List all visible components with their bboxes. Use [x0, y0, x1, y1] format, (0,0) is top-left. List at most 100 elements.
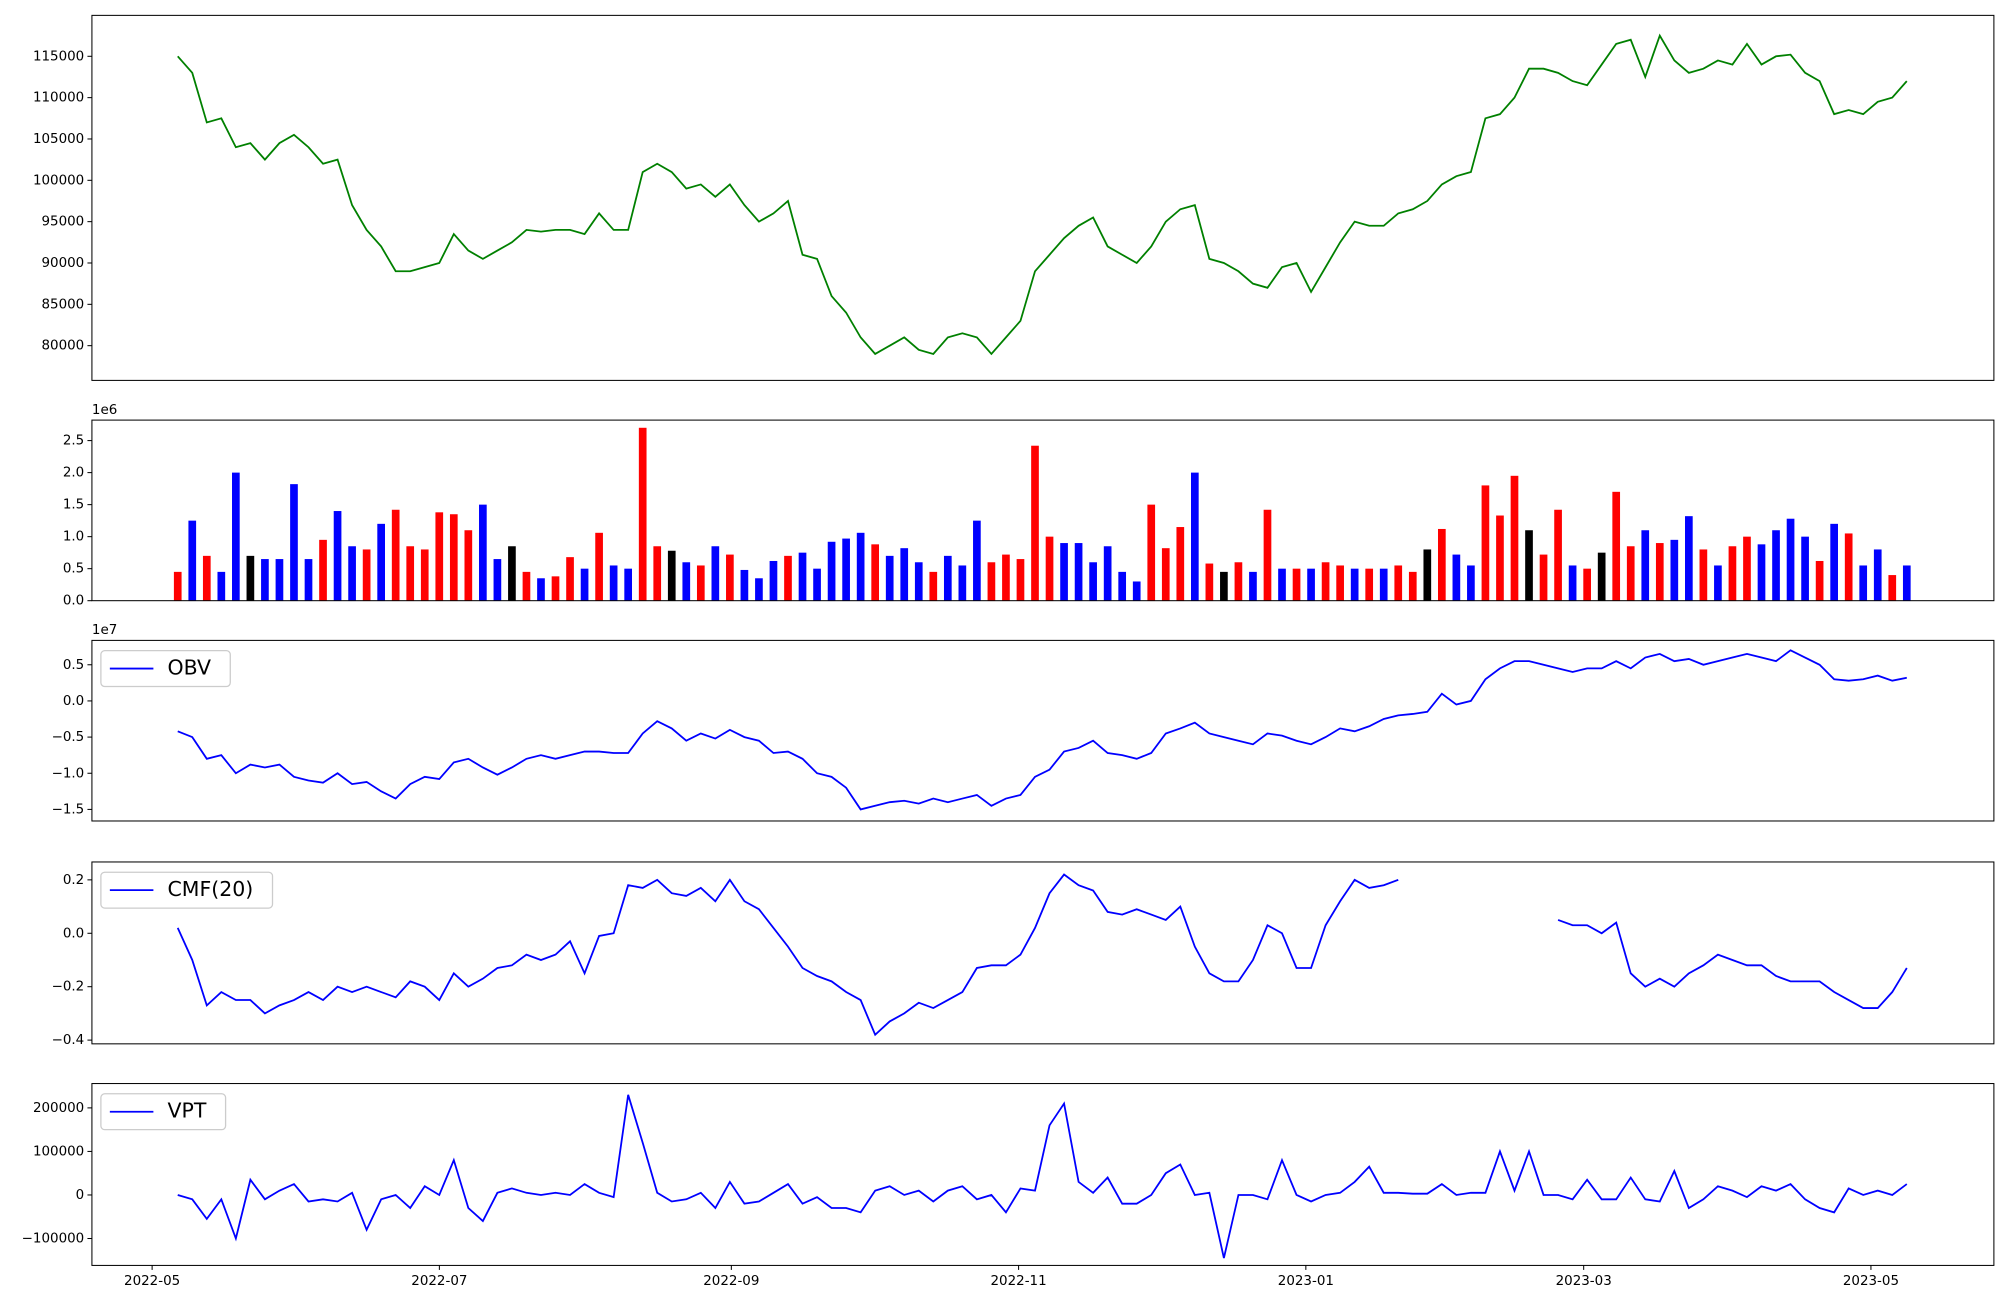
bar — [1031, 445, 1039, 601]
bar — [1437, 528, 1446, 601]
bar — [1670, 539, 1679, 601]
y-tick-label: 85000 — [41, 297, 84, 312]
bar — [1452, 554, 1461, 601]
bar — [391, 509, 400, 601]
bar — [348, 546, 356, 601]
bar — [1278, 568, 1286, 601]
bar — [624, 568, 633, 601]
bar — [1467, 565, 1475, 601]
bar — [420, 549, 429, 601]
y-tick-label: 95000 — [41, 215, 84, 230]
bar — [1772, 530, 1780, 601]
bar — [1554, 509, 1562, 601]
bar — [667, 550, 676, 601]
bar — [1220, 571, 1228, 601]
legend-label: OBV — [167, 656, 211, 680]
panel: −100000 0 100000 200000 VPT 2022-05 2022-07 202… — [22, 1083, 1995, 1289]
y-tick-label: −1.5 — [52, 802, 85, 817]
bar — [958, 565, 967, 601]
x-tick-label: 2023-01 — [1278, 1274, 1334, 1289]
y-tick-label: −0.4 — [52, 1033, 85, 1048]
bar — [493, 559, 502, 601]
bar — [1728, 546, 1737, 601]
bar — [1074, 543, 1083, 601]
bar — [1205, 563, 1214, 601]
bar — [202, 555, 211, 601]
bar — [1060, 543, 1068, 601]
bar — [1597, 552, 1606, 601]
x-tick-label: 2022-05 — [124, 1274, 180, 1289]
x-tick-label: 2022-11 — [991, 1274, 1047, 1289]
bar — [1118, 571, 1127, 601]
bar — [769, 560, 778, 601]
y-tick-label: 100000 — [33, 1144, 84, 1159]
bar — [813, 568, 821, 601]
bar — [711, 546, 720, 601]
bar — [740, 569, 749, 601]
plot-frame — [91, 419, 1995, 602]
bar — [1568, 565, 1577, 601]
bar — [1190, 472, 1199, 601]
x-tick-label: 2023-05 — [1843, 1274, 1899, 1289]
bar — [827, 541, 836, 601]
y-tick-label: 0.0 — [63, 694, 84, 709]
legend-label: VPT — [167, 1099, 206, 1123]
bar — [1539, 554, 1548, 601]
y-tick-label: −100000 — [22, 1232, 85, 1247]
line — [177, 1094, 1908, 1259]
bar — [1612, 491, 1621, 601]
bar — [638, 427, 647, 601]
bar — [1350, 568, 1359, 601]
bar — [246, 555, 255, 601]
bar — [304, 559, 313, 601]
panel: 0.0 0.5 1.0 1.5 2.0 2.5 1e6 — [63, 403, 1995, 609]
bar — [1743, 536, 1751, 601]
bar — [929, 571, 938, 601]
bar — [1263, 509, 1272, 601]
bar — [1292, 568, 1301, 601]
bar — [1161, 548, 1170, 601]
bar — [1321, 562, 1330, 601]
bar — [1757, 544, 1766, 601]
bar — [217, 571, 226, 601]
bar — [1510, 475, 1519, 601]
bar — [871, 544, 880, 601]
bar — [1423, 549, 1432, 601]
bar — [1132, 581, 1141, 601]
y-tick-label: 0.2 — [63, 873, 84, 888]
legend-label: CMF(20) — [167, 877, 253, 901]
bar — [435, 512, 444, 601]
y-tick-label: 1.5 — [63, 498, 84, 513]
bar — [1394, 565, 1403, 601]
bar — [900, 548, 909, 601]
bar — [1089, 562, 1097, 601]
x-tick-label: 2022-07 — [411, 1274, 467, 1289]
bar — [1801, 536, 1809, 601]
bar — [464, 530, 473, 601]
bar — [173, 571, 182, 601]
legend: CMF(20) — [100, 871, 274, 909]
bar — [973, 520, 981, 601]
bar — [1844, 533, 1853, 601]
bar — [508, 546, 516, 601]
bar — [537, 578, 545, 601]
bar — [1045, 536, 1054, 601]
bar — [522, 571, 531, 601]
bar — [1365, 568, 1374, 601]
legend-box — [100, 871, 274, 909]
plot-frame — [91, 861, 1995, 1045]
bar — [333, 511, 342, 601]
y-tick-label: 0.5 — [63, 658, 84, 673]
bar — [1147, 504, 1156, 601]
y-tick-label: 80000 — [41, 339, 84, 354]
y-tick-label: −0.5 — [52, 730, 85, 745]
y-tick-label: 0.0 — [63, 926, 84, 941]
bar — [696, 565, 705, 601]
y-tick-label: 105000 — [33, 132, 84, 147]
bar — [1714, 565, 1722, 601]
bar — [319, 539, 327, 601]
bar — [580, 568, 589, 601]
bar — [1902, 565, 1911, 601]
bar — [1307, 568, 1315, 601]
bar — [566, 557, 574, 601]
